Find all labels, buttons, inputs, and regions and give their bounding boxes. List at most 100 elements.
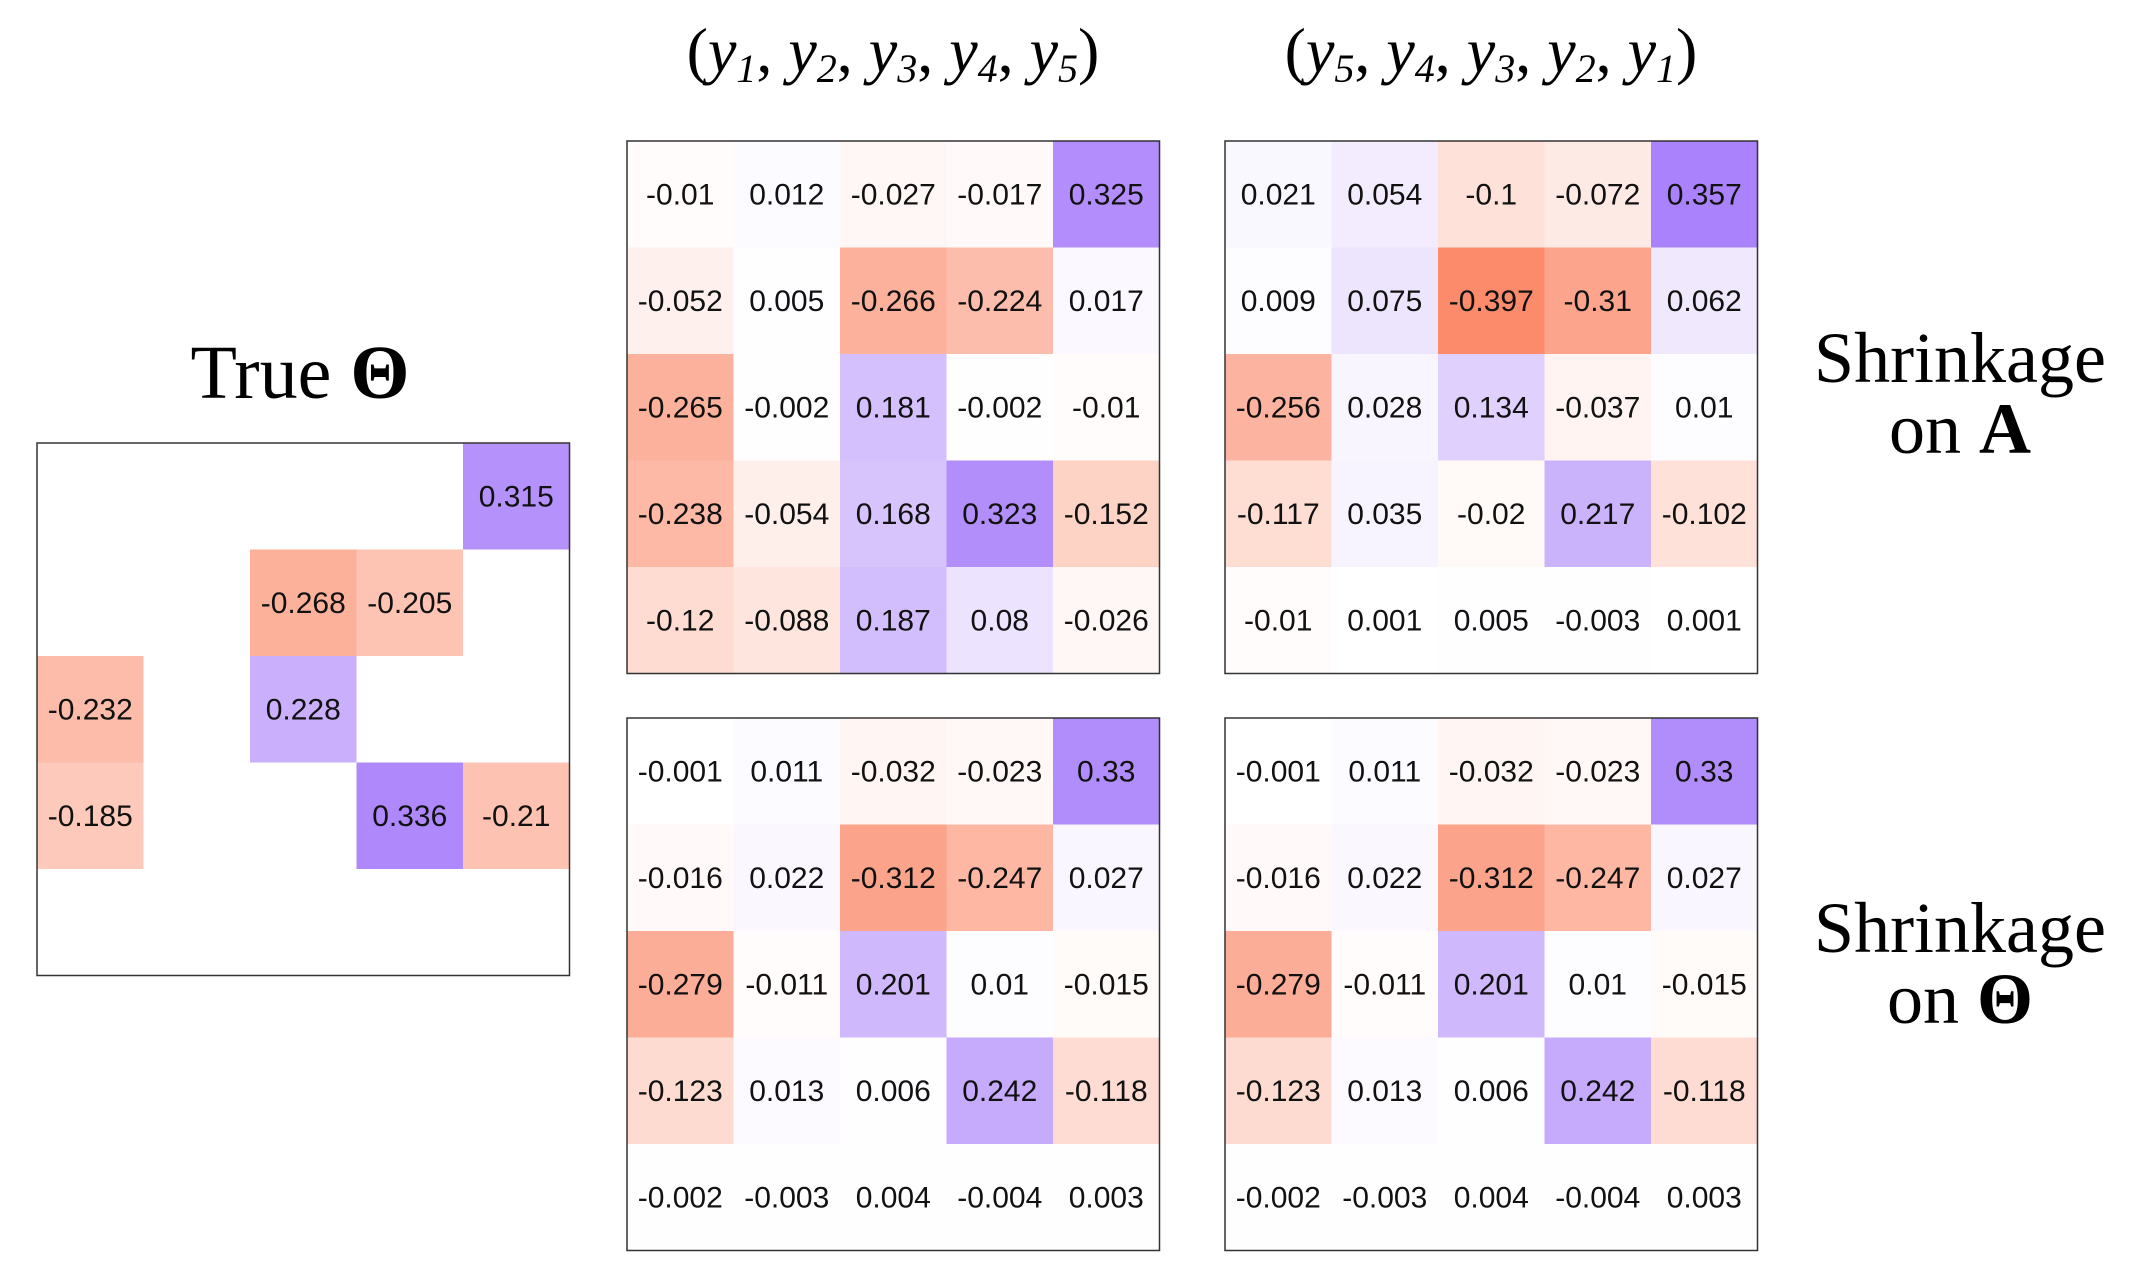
- heatmap-cell: [1544, 718, 1652, 826]
- cell-value-label: -0.054: [744, 498, 829, 531]
- cell-value-label: -0.003: [1342, 1181, 1427, 1214]
- cell-value-label: -0.027: [851, 178, 936, 211]
- cell-value-label: -0.102: [1662, 498, 1747, 531]
- heatmap-cell: [627, 567, 735, 675]
- cell-value-label: 0.011: [750, 755, 823, 788]
- heatmap-cell: [1438, 141, 1546, 249]
- heatmap-cell: [1331, 567, 1439, 675]
- cell-value-label: 0.013: [1347, 1075, 1422, 1108]
- heatmap-cell: [1225, 931, 1333, 1039]
- heatmap-cell: [1438, 354, 1546, 462]
- cell-value-label: 0.005: [749, 285, 824, 318]
- heatmap-cell: [1053, 718, 1161, 826]
- heatmap-cell: [1053, 931, 1161, 1039]
- cell-value-label: 0.001: [1667, 604, 1742, 637]
- heatmap-cell: [733, 718, 841, 826]
- cell-value-label: -0.279: [638, 968, 723, 1001]
- cell-value-label: -0.002: [1236, 1181, 1321, 1214]
- panel-border: [626, 140, 1161, 675]
- heatmap-cell: [250, 656, 358, 764]
- cell-value-label: 0.201: [1454, 968, 1529, 1001]
- cell-value-label: 0.035: [1347, 498, 1422, 531]
- heatmap-cell: [1053, 1037, 1161, 1145]
- heatmap-cell: [946, 718, 1054, 826]
- heatmap-cell: [1053, 354, 1161, 462]
- cell-value-label: 0.028: [1347, 391, 1422, 424]
- heatmap-cell: [1544, 460, 1652, 568]
- cell-value-label: -0.002: [744, 391, 829, 424]
- heatmap-cell: [1544, 247, 1652, 355]
- heatmap-cell: [627, 1144, 735, 1252]
- cell-value-label: 0.003: [1069, 1181, 1144, 1214]
- heatmap-cell: [946, 824, 1054, 932]
- heatmap-cell: [1225, 247, 1333, 355]
- heatmap-cell: [250, 443, 358, 551]
- cell-value-label: -0.118: [1663, 1075, 1746, 1108]
- cell-value-label: 0.323: [962, 498, 1037, 531]
- heatmap-cell: [1438, 567, 1546, 675]
- heatmap-cell: [840, 1144, 948, 1252]
- heatmap-cell: [840, 141, 948, 249]
- cell-value-label: -0.152: [1064, 498, 1149, 531]
- panel-border: [1224, 140, 1759, 675]
- cell-value-label: 0.062: [1667, 285, 1742, 318]
- row-label-shrinkage-a: Shrinkage on A: [1814, 318, 2106, 469]
- cell-value-label: 0.001: [1347, 604, 1422, 637]
- heatmap-cell: [1053, 460, 1161, 568]
- heatmap-cell: [1544, 567, 1652, 675]
- cell-value-label: 0.011: [1348, 755, 1421, 788]
- heatmap-cell: [1438, 931, 1546, 1039]
- heatmap-cell: [1331, 354, 1439, 462]
- heatmap-cell: [356, 549, 464, 657]
- heatmap-cell: [946, 567, 1054, 675]
- cell-value-label: 0.022: [749, 862, 824, 895]
- heatmap-cell: [1225, 718, 1333, 826]
- heatmap-cell: [1053, 567, 1161, 675]
- heatmap-cell: [250, 549, 358, 657]
- heatmap-cell: [1053, 247, 1161, 355]
- heatmap-cell: [840, 1037, 948, 1145]
- cell-value-label: 0.242: [1560, 1075, 1635, 1108]
- heatmap-cell: [1225, 1037, 1333, 1145]
- heatmap-cell: [946, 931, 1054, 1039]
- heatmap-cell: [1225, 141, 1333, 249]
- cell-value-label: -0.123: [638, 1075, 723, 1108]
- heatmap-cell: [1544, 1144, 1652, 1252]
- cell-value-label: 0.242: [962, 1075, 1037, 1108]
- cell-value-label: -0.268: [261, 587, 346, 620]
- cell-value-label: -0.011: [745, 968, 828, 1001]
- cell-value-label: 0.201: [856, 968, 931, 1001]
- cell-value-label: -0.032: [1449, 755, 1534, 788]
- heatmap-cell: [733, 931, 841, 1039]
- panel-shrinkage-a-reverse: 0.021 0.054 -0.1 -0.072 0.357 0.009 0.075 -0.39…: [1224, 140, 1759, 675]
- heatmap-cell: [733, 1037, 841, 1145]
- cell-value-label: -0.003: [1555, 604, 1640, 637]
- cell-value-label: 0.027: [1667, 862, 1742, 895]
- heatmap-cell: [1544, 141, 1652, 249]
- heatmap-cell: [1331, 718, 1439, 826]
- heatmap-cell: [946, 1037, 1054, 1145]
- heatmap-cell: [1544, 354, 1652, 462]
- heatmap-cell: [1225, 1144, 1333, 1252]
- heatmap-cell: [627, 247, 735, 355]
- heatmap-cell: [1225, 460, 1333, 568]
- cell-value-label: 0.134: [1454, 391, 1529, 424]
- heatmap-cell: [1331, 931, 1439, 1039]
- heatmap-cell: [1438, 1144, 1546, 1252]
- heatmap-cell: [946, 247, 1054, 355]
- svg-text:Shrinkage: Shrinkage: [1814, 888, 2106, 968]
- cell-value-label: 0.181: [856, 391, 931, 424]
- cell-value-label: 0.075: [1347, 285, 1422, 318]
- cell-value-label: -0.1: [1465, 178, 1517, 211]
- heatmap-cell: [143, 869, 251, 977]
- cell-value-label: -0.12: [646, 604, 714, 637]
- cell-value-label: -0.224: [957, 285, 1042, 318]
- cell-value-label: 0.325: [1069, 178, 1144, 211]
- cell-value-label: -0.017: [957, 178, 1042, 211]
- panel-border: [626, 717, 1161, 1252]
- heatmap-cell: [356, 762, 464, 870]
- cell-value-label: 0.021: [1241, 178, 1316, 211]
- svg-text:on Θ: on Θ: [1887, 959, 2033, 1039]
- cell-value-label: -0.118: [1065, 1075, 1148, 1108]
- row-label-shrinkage-theta: Shrinkage on Θ: [1814, 888, 2106, 1039]
